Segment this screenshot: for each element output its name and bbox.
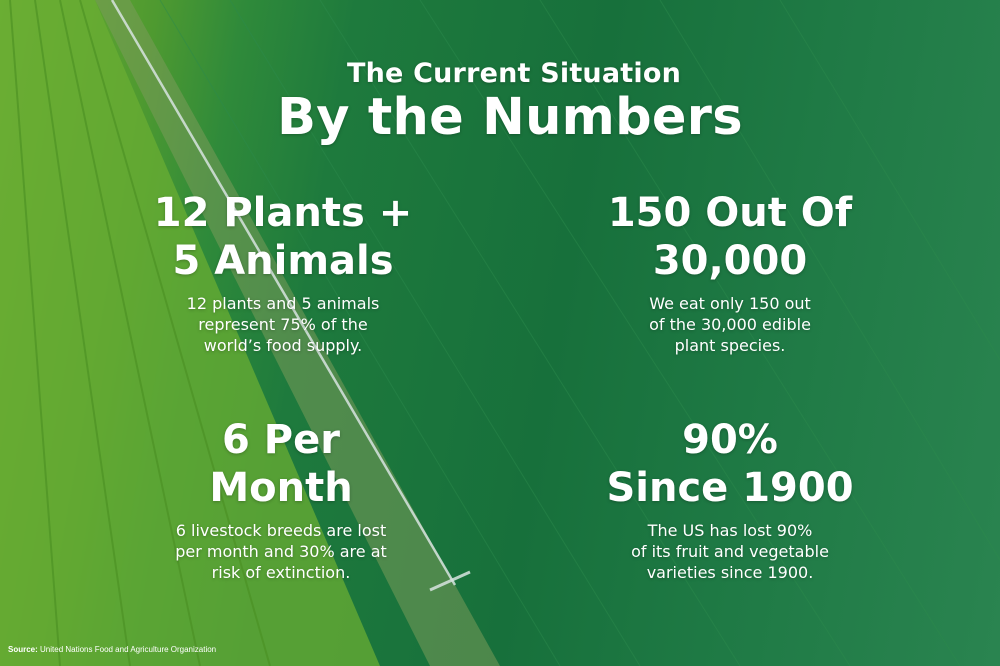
stat-description: The US has lost 90% of its fruit and veg…	[615, 520, 845, 583]
stat-headline-line: 12 Plants +	[153, 190, 413, 236]
stat-headline: 150 Out Of 30,000	[580, 189, 880, 285]
stat-block-plants-animals: 12 Plants + 5 Animals 12 plants and 5 an…	[133, 189, 433, 356]
source-text: United Nations Food and Agriculture Orga…	[40, 645, 217, 654]
stat-headline: 6 Per Month	[131, 416, 431, 512]
stat-description-line: 6 livestock breeds are lost	[175, 521, 387, 540]
stat-description-line: risk of extinction.	[211, 563, 351, 582]
stat-headline: 12 Plants + 5 Animals	[133, 189, 433, 285]
stat-description-line: 12 plants and 5 animals	[186, 294, 380, 313]
stat-headline-line: 150 Out Of	[607, 190, 853, 236]
stat-description: 12 plants and 5 animals represent 75% of…	[168, 293, 398, 356]
stat-headline: 90% Since 1900	[580, 416, 880, 512]
stat-description-line: represent 75% of the	[198, 315, 368, 334]
stat-headline-line: 30,000	[652, 238, 808, 284]
stat-description-line: per month and 30% are at	[175, 542, 387, 561]
stat-description-line: world’s food supply.	[203, 336, 363, 355]
stat-headline-line: 90%	[682, 417, 778, 463]
stat-headline-line: 5 Animals	[172, 238, 394, 284]
stat-description: 6 livestock breeds are lost per month an…	[166, 520, 396, 583]
stat-headline-line: Since 1900	[606, 465, 854, 511]
stat-headline-line: Month	[209, 465, 353, 511]
stat-description-line: varieties since 1900.	[646, 563, 814, 582]
stat-description-line: plant species.	[674, 336, 786, 355]
stat-block-livestock-breeds: 6 Per Month 6 livestock breeds are lost …	[131, 416, 431, 583]
page-title: By the Numbers	[277, 88, 743, 147]
stat-block-edible-species: 150 Out Of 30,000 We eat only 150 out of…	[580, 189, 880, 356]
stat-description-line: of its fruit and vegetable	[631, 542, 829, 561]
stat-description-line: of the 30,000 edible	[649, 315, 811, 334]
stat-description-line: The US has lost 90%	[647, 521, 813, 540]
stat-headline-line: 6 Per	[222, 417, 340, 463]
source-citation: Source: United Nations Food and Agricult…	[8, 645, 216, 654]
stat-block-fruit-vegetable-varieties: 90% Since 1900 The US has lost 90% of it…	[580, 416, 880, 583]
page-subtitle: The Current Situation	[346, 58, 682, 89]
source-label: Source:	[8, 645, 38, 654]
stat-description: We eat only 150 out of the 30,000 edible…	[615, 293, 845, 356]
stat-description-line: We eat only 150 out	[649, 294, 811, 313]
